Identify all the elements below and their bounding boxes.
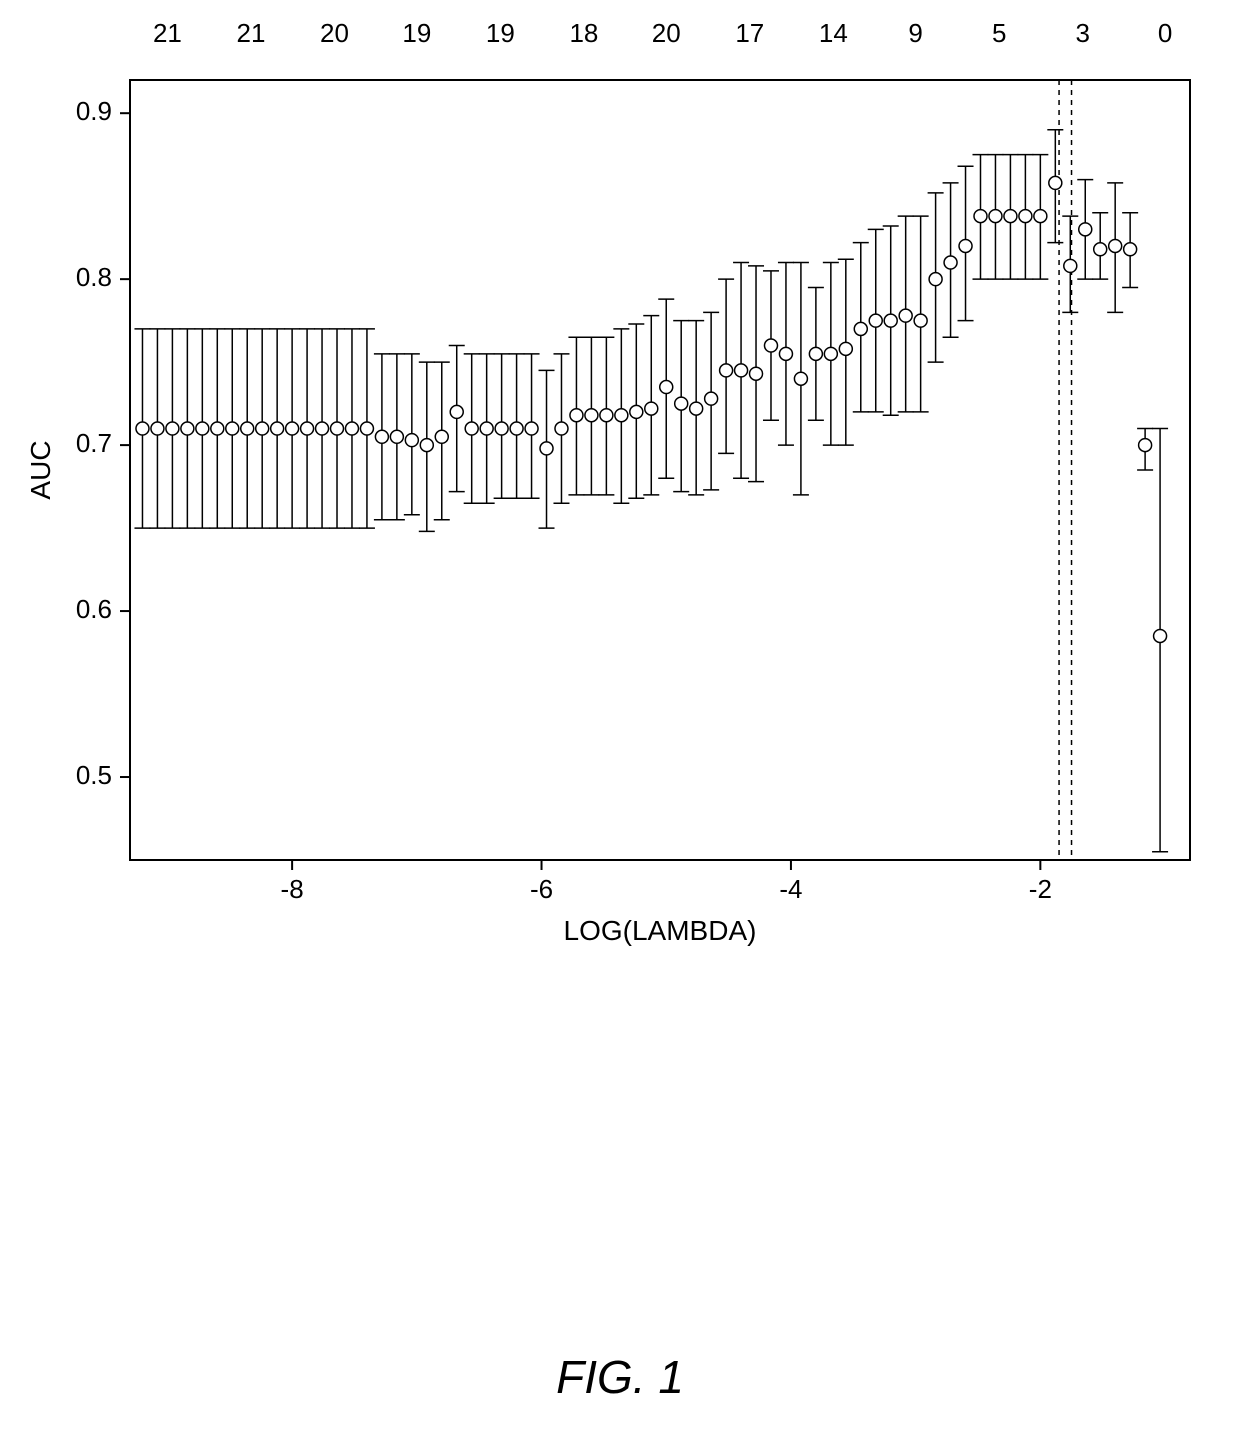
- svg-text:20: 20: [320, 18, 349, 48]
- svg-text:-4: -4: [779, 874, 802, 904]
- svg-text:0: 0: [1158, 18, 1172, 48]
- svg-text:0.7: 0.7: [76, 428, 112, 458]
- svg-text:20: 20: [652, 18, 681, 48]
- svg-text:17: 17: [735, 18, 764, 48]
- svg-text:-2: -2: [1029, 874, 1052, 904]
- svg-text:LOG(LAMBDA): LOG(LAMBDA): [564, 915, 757, 946]
- svg-text:21: 21: [237, 18, 266, 48]
- svg-text:AUC: AUC: [25, 440, 56, 499]
- svg-text:19: 19: [402, 18, 431, 48]
- figure-caption: FIG. 1: [0, 1350, 1240, 1404]
- svg-text:9: 9: [908, 18, 922, 48]
- svg-text:0.9: 0.9: [76, 96, 112, 126]
- svg-text:0.8: 0.8: [76, 262, 112, 292]
- svg-text:5: 5: [992, 18, 1006, 48]
- svg-text:14: 14: [819, 18, 848, 48]
- svg-text:21: 21: [153, 18, 182, 48]
- auc-lambda-chart: 0.5 0.6 0.7 0.8 0.9 -8 -6 -4 -2 LOG(LAMBDA) AUC 21 2…: [0, 0, 1240, 1000]
- svg-text:3: 3: [1076, 18, 1090, 48]
- svg-text:-8: -8: [281, 874, 304, 904]
- svg-text:-6: -6: [530, 874, 553, 904]
- svg-text:0.6: 0.6: [76, 594, 112, 624]
- svg-text:19: 19: [486, 18, 515, 48]
- svg-text:0.5: 0.5: [76, 760, 112, 790]
- svg-text:18: 18: [569, 18, 598, 48]
